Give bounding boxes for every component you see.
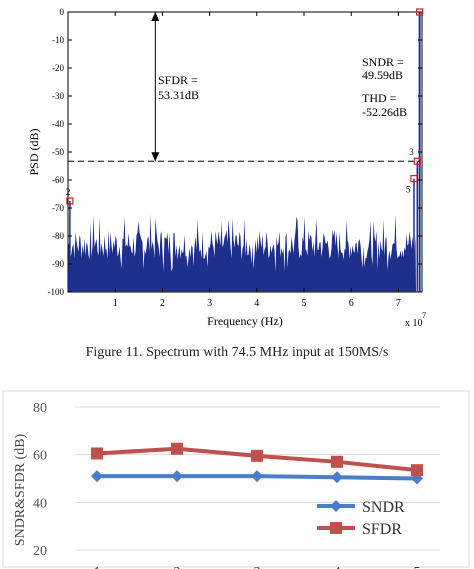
y-tick-label: 20 xyxy=(33,544,47,559)
legend-marker xyxy=(330,522,342,534)
spur-marker xyxy=(66,197,74,205)
x-tick-label: 4 xyxy=(254,298,259,309)
sfdr-arrow-head-top xyxy=(151,12,160,21)
y-tick-label: 80 xyxy=(33,401,47,416)
thd-annotation-label: THD = xyxy=(362,91,397,105)
sndr-annotation-value: 49.59dB xyxy=(362,68,403,82)
y-tick-label: -50 xyxy=(52,147,64,157)
trend-x-ticks: 1 2 3 4 5 xyxy=(94,565,421,569)
legend-label: SFDR xyxy=(362,521,402,538)
y-tick-label: -20 xyxy=(52,63,64,73)
x-tick-label: 2 xyxy=(174,565,181,569)
y-tick-label: -90 xyxy=(52,259,64,269)
x-tick-label: 1 xyxy=(94,565,101,569)
y-tick-label: 60 xyxy=(33,449,47,464)
trend-legend: SNDR SFDR xyxy=(317,499,405,538)
y-tick-label: -80 xyxy=(52,231,64,241)
data-point-sndr xyxy=(251,470,263,483)
spur-label: 3 xyxy=(409,147,414,157)
sfdr-arrow xyxy=(151,12,160,162)
y-tick-label: -100 xyxy=(48,287,65,297)
spectrum-y-ticks: 0 -10 -20 -30 -40 -50 -60 -70 -80 -90 -100 xyxy=(48,7,422,297)
sfdr-annotation-label: SFDR = xyxy=(158,73,198,87)
data-point-sfdr xyxy=(411,464,423,477)
data-point-sfdr xyxy=(171,442,183,455)
x-exponent-label: x 10 xyxy=(405,318,423,329)
data-point-sndr xyxy=(91,470,103,483)
noise-floor xyxy=(68,213,416,292)
y-tick-label: -30 xyxy=(52,91,64,101)
x-tick-label: 5 xyxy=(414,565,421,569)
spur-marker xyxy=(413,157,421,165)
spur-marker xyxy=(410,175,418,183)
data-point-sndr xyxy=(171,470,183,483)
trend-y-ticks: 80 60 40 20 xyxy=(33,401,47,559)
sfdr-arrow-head-bottom xyxy=(151,152,160,162)
trend-series xyxy=(91,442,423,485)
spectrum-y-label: PSD (dB) xyxy=(27,128,41,175)
x-tick-label: 3 xyxy=(254,565,261,569)
spur-marker xyxy=(416,8,424,16)
x-tick-label: 6 xyxy=(349,298,354,309)
y-tick-label: 40 xyxy=(33,496,47,511)
spectrum-x-label: Frequency (Hz) xyxy=(207,314,283,328)
spur-markers: 2 5 3 xyxy=(66,8,424,205)
data-point-sfdr xyxy=(331,455,343,468)
y-tick-label: -70 xyxy=(52,203,64,213)
x-tick-label: 3 xyxy=(207,298,212,309)
data-point-sndr xyxy=(331,471,343,484)
sndr-sfdr-chart: 80 60 40 20 1 2 3 4 5 SNDR&SFDR (dB) SNDR SFDR xyxy=(2,390,470,569)
x-tick-label: 5 xyxy=(302,298,307,309)
x-tick-label: 4 xyxy=(334,565,341,569)
y-tick-label: -60 xyxy=(52,175,64,185)
sndr-annotation-label: SNDR = xyxy=(362,55,404,69)
spur-label: 2 xyxy=(66,187,71,197)
legend-label: SNDR xyxy=(362,499,405,516)
y-tick-label: 0 xyxy=(60,7,65,17)
y-tick-label: -40 xyxy=(52,119,64,129)
spectrum-x-ticks: 1 2 3 4 5 6 7 xyxy=(113,12,401,309)
x-tick-label: 1 xyxy=(113,298,118,309)
x-tick-label: 2 xyxy=(160,298,165,309)
y-tick-label: -10 xyxy=(52,35,64,45)
trend-y-label: SNDR&SFDR (dB) xyxy=(13,433,28,546)
x-exponent-power: 7 xyxy=(422,311,426,320)
sfdr-annotation-value: 53.31dB xyxy=(158,88,199,102)
thd-annotation-value: -52.26dB xyxy=(362,105,407,119)
figure-caption: Figure 11. Spectrum with 74.5 MHz input … xyxy=(85,345,389,360)
spur-label: 5 xyxy=(406,185,411,195)
data-point-sfdr xyxy=(91,447,103,460)
legend-marker xyxy=(330,500,342,512)
x-tick-label: 7 xyxy=(396,298,401,309)
data-point-sfdr xyxy=(251,449,263,462)
spectrum-chart: 0 -10 -20 -30 -40 -50 -60 -70 -80 -90 -100 1 2 3 4 5 6 7… xyxy=(27,7,426,329)
